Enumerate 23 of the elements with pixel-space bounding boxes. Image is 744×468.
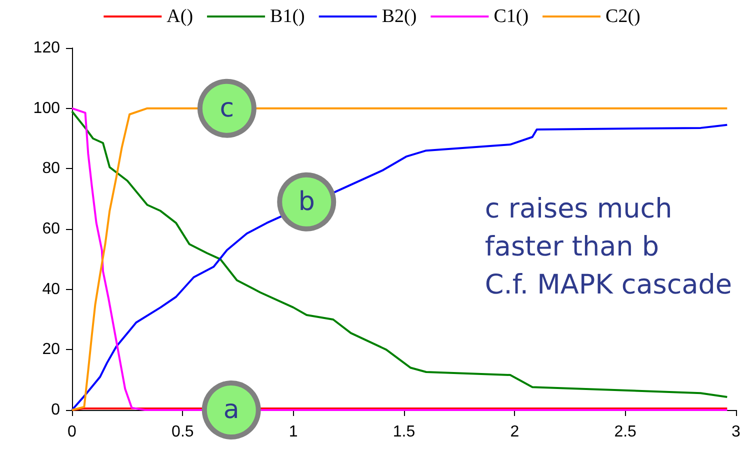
y-tick-label: 60 — [42, 220, 60, 238]
legend-label: C1() — [494, 6, 529, 27]
legend-label: B1() — [270, 6, 305, 27]
x-tick-label: 1 — [288, 424, 298, 440]
annotation: a — [223, 395, 240, 425]
y-tick-label: 80 — [42, 160, 60, 178]
annotation: b — [298, 186, 315, 217]
y-tick-label: 100 — [33, 100, 60, 117]
x-tick-label: 0.5 — [172, 424, 194, 440]
y-tick-label: 40 — [42, 280, 60, 298]
annotation: c — [220, 93, 234, 124]
legend-label: A() — [166, 6, 194, 27]
legend-label: C2() — [606, 6, 640, 27]
x-tick-label: 2.5 — [614, 424, 637, 440]
x-tick-label: 1.5 — [392, 424, 416, 440]
y-tick-label: 20 — [42, 341, 60, 358]
y-tick-label: 0 — [51, 402, 60, 418]
x-tick-label: 2 — [510, 424, 520, 440]
x-tick-label: 3 — [732, 424, 741, 440]
legend-label: B2() — [382, 6, 417, 27]
x-tick-label: 0 — [68, 424, 77, 440]
y-tick-label: 120 — [33, 40, 60, 56]
annotation: c raises much faster than b C.f. MAPK cascade — [484, 194, 732, 300]
